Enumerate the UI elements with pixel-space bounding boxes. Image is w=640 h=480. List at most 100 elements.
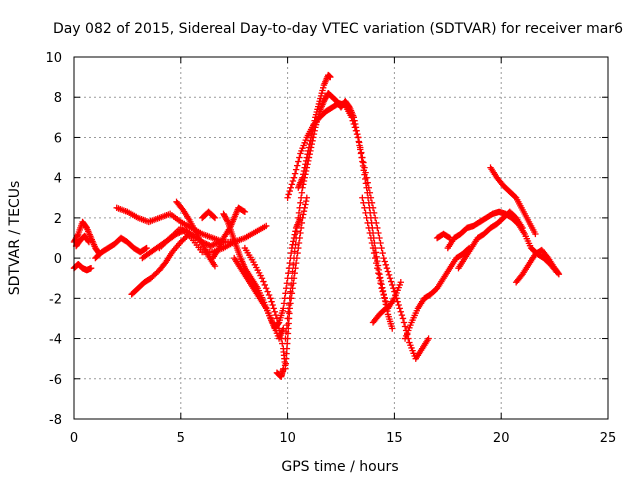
series-s10 [198, 208, 219, 222]
data-point [270, 305, 277, 312]
data-point [302, 161, 309, 168]
data-point [286, 305, 293, 312]
data-point [394, 298, 401, 305]
data-point [295, 158, 302, 165]
data-point [401, 323, 409, 330]
data-point [397, 308, 405, 315]
plot-frame [73, 56, 609, 420]
data-point [381, 258, 388, 265]
data-point [381, 295, 388, 302]
data-point [361, 164, 368, 171]
y-tick-label: 6 [54, 131, 62, 146]
data-point [282, 335, 289, 342]
y-tick-label: 2 [54, 212, 62, 227]
data-point [399, 315, 407, 322]
x-axis-label: GPS time / hours [281, 459, 398, 475]
data-point [298, 189, 306, 196]
y-tick-label: 0 [54, 252, 62, 267]
data-point [349, 117, 356, 124]
data-point [380, 254, 387, 262]
data-point [292, 264, 299, 272]
data-point [142, 245, 149, 252]
data-point [287, 281, 295, 289]
data-point [276, 330, 284, 337]
data-point [354, 134, 362, 141]
data-point [378, 285, 385, 292]
data-point [284, 315, 291, 322]
data-point [379, 249, 386, 257]
data-point [554, 269, 562, 277]
data-point [384, 268, 392, 275]
data-point [302, 157, 310, 165]
data-point [223, 217, 231, 224]
data-point [371, 254, 379, 262]
data-point [378, 244, 385, 252]
data-point [294, 221, 301, 228]
series-s17 [295, 71, 334, 191]
data-point [283, 321, 291, 329]
data-point [301, 164, 308, 171]
data-point [260, 278, 267, 285]
data-point [292, 234, 300, 242]
data-point [371, 214, 379, 222]
data-point [286, 187, 293, 195]
data-point [370, 249, 378, 257]
data-point [389, 325, 396, 332]
series-s4 [92, 234, 150, 262]
data-point [367, 234, 375, 242]
data-point [285, 191, 292, 198]
data-point [293, 228, 301, 235]
data-point [306, 140, 313, 148]
data-point [302, 197, 310, 205]
data-point [363, 174, 370, 181]
data-point [271, 308, 278, 315]
data-point [400, 319, 408, 326]
data-point [298, 219, 306, 227]
data-point [274, 320, 282, 327]
data-point [302, 201, 309, 208]
data-point [285, 301, 293, 309]
y-tick-label: -2 [49, 292, 62, 307]
data-point [368, 239, 376, 247]
data-point [386, 275, 394, 282]
data-point [290, 238, 297, 245]
series-s22 [433, 230, 454, 242]
data-point [380, 291, 387, 299]
y-tick-label: -6 [49, 373, 62, 388]
data-point [307, 137, 314, 144]
data-point [290, 254, 298, 262]
data-point [282, 328, 290, 336]
series-s1 [70, 218, 103, 258]
data-point [381, 306, 388, 313]
x-tick-label: 25 [600, 431, 617, 446]
data-point [291, 170, 299, 177]
data-point [285, 264, 293, 272]
x-tick-label: 15 [386, 431, 403, 446]
y-tick-label: 8 [54, 91, 62, 106]
data-point [295, 209, 303, 217]
data-point [364, 179, 371, 186]
series-s2 [70, 260, 95, 274]
data-point [304, 151, 311, 158]
data-point [355, 139, 363, 146]
data-point [305, 147, 312, 155]
data-point [359, 154, 366, 161]
series-s24 [455, 208, 526, 272]
data-point [211, 262, 219, 270]
data-point [395, 301, 402, 309]
data-point [265, 291, 273, 299]
data-point [299, 174, 306, 181]
data-point [296, 154, 303, 161]
data-point [300, 171, 307, 178]
x-tick-label: 5 [177, 431, 185, 446]
series-s20 [369, 305, 390, 326]
data-point [263, 222, 270, 230]
data-point [377, 239, 384, 247]
data-point [272, 311, 280, 319]
data-point [289, 285, 296, 292]
data-point [211, 240, 219, 248]
data-point [390, 285, 397, 292]
data-point [366, 189, 374, 196]
data-point [295, 239, 303, 247]
data-point [369, 244, 377, 252]
